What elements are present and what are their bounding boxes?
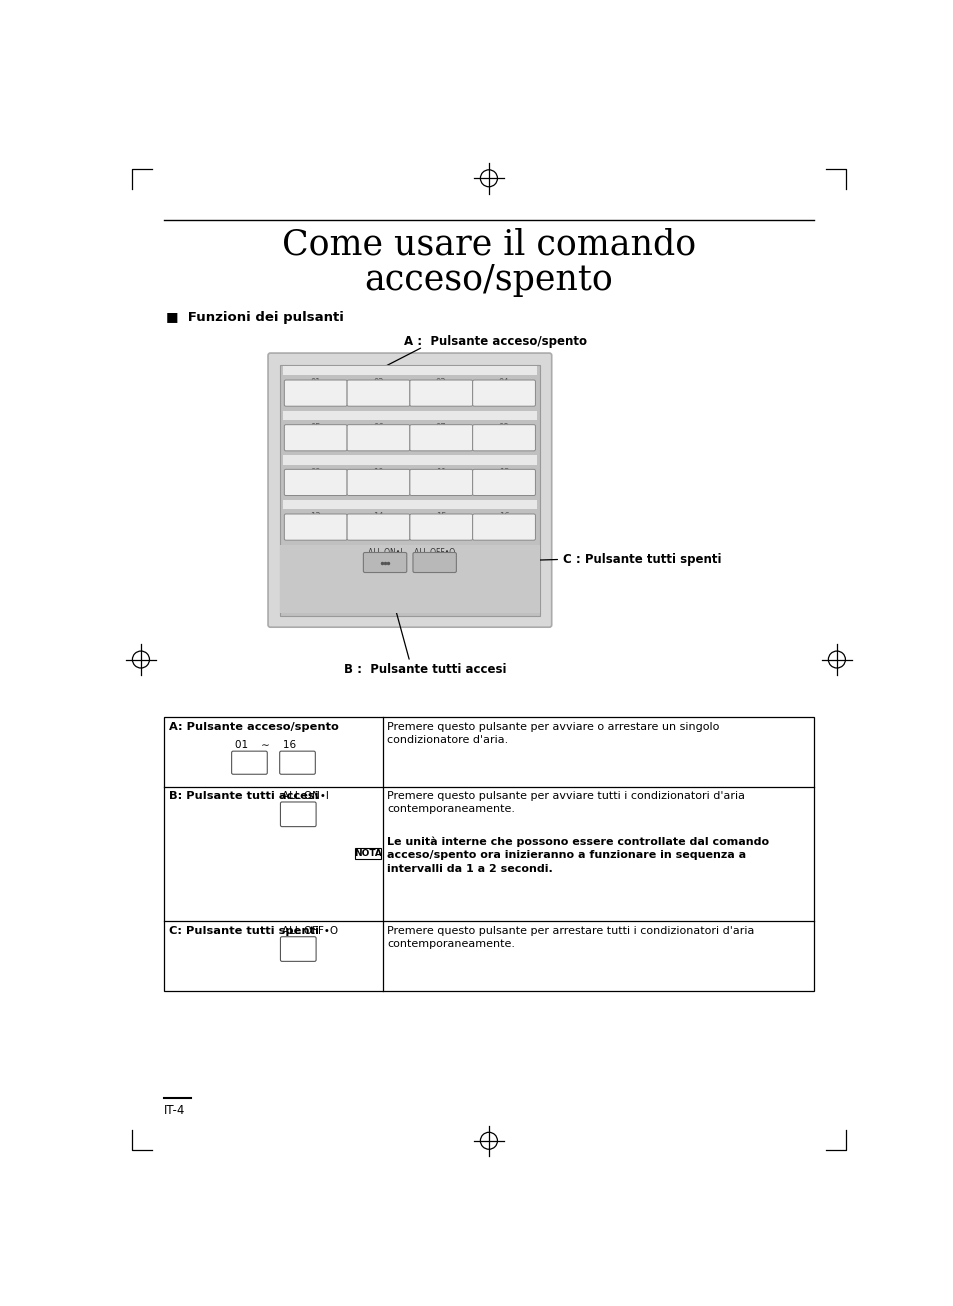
FancyBboxPatch shape: [284, 515, 347, 541]
Text: 05: 05: [310, 423, 320, 432]
FancyBboxPatch shape: [410, 380, 472, 406]
Text: ALL ON•I: ALL ON•I: [282, 791, 329, 801]
FancyBboxPatch shape: [410, 469, 472, 495]
Text: Premere questo pulsante per avviare tutti i condizionatori d'aria: Premere questo pulsante per avviare tutt…: [387, 791, 744, 801]
Text: 12: 12: [498, 468, 509, 477]
Text: 16: 16: [498, 512, 509, 521]
FancyBboxPatch shape: [279, 751, 315, 774]
FancyBboxPatch shape: [284, 380, 347, 406]
FancyBboxPatch shape: [347, 380, 410, 406]
Bar: [282, 366, 537, 375]
Text: condizionatore d'aria.: condizionatore d'aria.: [387, 735, 508, 744]
FancyBboxPatch shape: [472, 380, 535, 406]
Text: B :  Pulsante tutti accesi: B : Pulsante tutti accesi: [344, 663, 506, 677]
Text: Premere questo pulsante per arrestare tutti i condizionatori d'aria: Premere questo pulsante per arrestare tu…: [387, 926, 754, 936]
FancyBboxPatch shape: [268, 353, 551, 627]
FancyBboxPatch shape: [347, 424, 410, 451]
FancyBboxPatch shape: [363, 552, 406, 572]
Text: Le unità interne che possono essere controllate dal comando: Le unità interne che possono essere cont…: [387, 837, 769, 848]
Text: contemporaneamente.: contemporaneamente.: [387, 804, 515, 814]
Text: A :  Pulsante acceso/spento: A : Pulsante acceso/spento: [404, 336, 587, 349]
FancyBboxPatch shape: [472, 469, 535, 495]
Text: 14: 14: [373, 512, 383, 521]
Bar: [355, 848, 381, 859]
Text: B: Pulsante tutti accesi: B: Pulsante tutti accesi: [169, 791, 318, 801]
Text: 07: 07: [436, 423, 446, 432]
Bar: [279, 364, 539, 615]
Bar: [279, 545, 539, 613]
Bar: [282, 500, 537, 509]
FancyBboxPatch shape: [284, 469, 347, 495]
Text: ALL OFF•O: ALL OFF•O: [414, 549, 455, 556]
FancyBboxPatch shape: [472, 515, 535, 541]
Text: 01    ∼    16: 01 ∼ 16: [235, 741, 296, 751]
Text: Come usare il comando: Come usare il comando: [281, 227, 696, 261]
FancyBboxPatch shape: [280, 802, 315, 827]
Text: 02: 02: [373, 379, 383, 388]
Text: 08: 08: [498, 423, 509, 432]
Text: acceso/spento: acceso/spento: [364, 263, 613, 296]
Text: 01: 01: [310, 379, 320, 388]
FancyBboxPatch shape: [413, 552, 456, 572]
Text: C: Pulsante tutti spenti: C: Pulsante tutti spenti: [169, 926, 318, 936]
Text: ALL ON•I: ALL ON•I: [368, 549, 402, 556]
FancyBboxPatch shape: [347, 469, 410, 495]
Text: C : Pulsante tutti spenti: C : Pulsante tutti spenti: [562, 552, 721, 565]
Bar: [282, 411, 537, 421]
Text: ALL OFF•O: ALL OFF•O: [282, 926, 337, 936]
Text: contemporaneamente.: contemporaneamente.: [387, 939, 515, 949]
FancyBboxPatch shape: [347, 515, 410, 541]
Text: intervalli da 1 a 2 secondi.: intervalli da 1 a 2 secondi.: [387, 865, 553, 874]
FancyBboxPatch shape: [472, 424, 535, 451]
Text: IT-4: IT-4: [164, 1104, 186, 1117]
Text: 04: 04: [498, 379, 509, 388]
Text: Premere questo pulsante per avviare o arrestare un singolo: Premere questo pulsante per avviare o ar…: [387, 722, 719, 731]
Text: 06: 06: [373, 423, 383, 432]
Text: 09: 09: [310, 468, 320, 477]
FancyBboxPatch shape: [284, 424, 347, 451]
Text: acceso/spento ora inizieranno a funzionare in sequenza a: acceso/spento ora inizieranno a funziona…: [387, 850, 746, 861]
Bar: [164, 717, 813, 991]
Text: ■  Funzioni dei pulsanti: ■ Funzioni dei pulsanti: [166, 311, 343, 324]
FancyBboxPatch shape: [410, 515, 472, 541]
Text: 03: 03: [436, 379, 446, 388]
Text: 11: 11: [436, 468, 446, 477]
FancyBboxPatch shape: [232, 751, 267, 774]
Text: 10: 10: [373, 468, 383, 477]
FancyBboxPatch shape: [410, 424, 472, 451]
Text: 13: 13: [310, 512, 321, 521]
Text: 15: 15: [436, 512, 446, 521]
Text: A: Pulsante acceso/spento: A: Pulsante acceso/spento: [169, 722, 338, 731]
Bar: [282, 456, 537, 465]
FancyBboxPatch shape: [280, 936, 315, 961]
Text: NOTA: NOTA: [354, 849, 381, 858]
